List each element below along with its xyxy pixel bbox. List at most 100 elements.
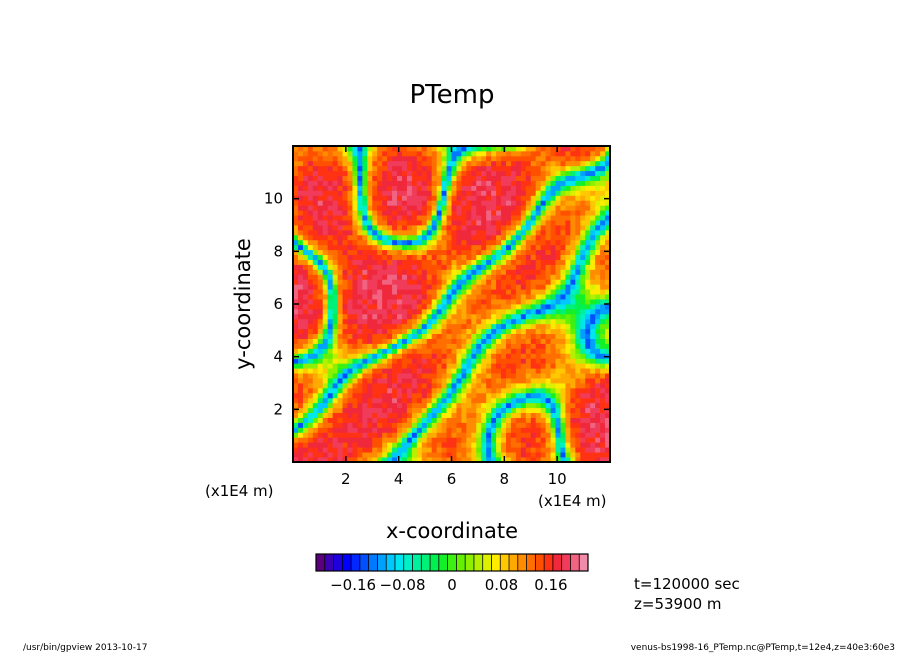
heatmap-cell — [600, 205, 606, 211]
heatmap-cell — [342, 249, 348, 256]
heatmap-cell — [471, 313, 477, 320]
heatmap-cell — [302, 338, 309, 344]
heatmap-cell — [600, 170, 606, 177]
heatmap-cell — [436, 274, 442, 280]
heatmap-cell — [600, 392, 606, 399]
heatmap-cell — [575, 180, 581, 186]
heatmap-cell — [605, 259, 610, 265]
heatmap-cell — [436, 175, 442, 181]
heatmap-cell — [530, 269, 537, 275]
heatmap-cell — [426, 308, 433, 315]
heatmap-cell — [401, 358, 408, 364]
heatmap-cell — [382, 264, 388, 270]
heatmap-cell — [575, 210, 581, 216]
heatmap-cell — [332, 447, 338, 453]
heatmap-cell — [337, 387, 343, 394]
heatmap-cell — [421, 180, 428, 186]
heatmap-cell — [565, 318, 571, 325]
heatmap-cell — [352, 274, 358, 280]
heatmap-cell — [605, 308, 610, 315]
heatmap-cell — [392, 155, 398, 162]
heatmap-cell — [377, 407, 383, 414]
heatmap-cell — [535, 269, 542, 275]
heatmap-cell — [560, 363, 566, 369]
heatmap-cell — [570, 422, 576, 428]
heatmap-cell — [431, 412, 438, 418]
heatmap-cell — [426, 304, 433, 310]
heatmap-cell — [322, 239, 329, 246]
heatmap-cell — [456, 284, 462, 290]
heatmap-cell — [392, 195, 398, 201]
heatmap-cell — [491, 378, 497, 384]
heatmap-cell — [392, 348, 398, 354]
heatmap-cell — [560, 328, 566, 335]
heatmap-cell — [501, 259, 507, 265]
heatmap-cell — [545, 294, 551, 300]
heatmap-cell — [392, 328, 398, 335]
heatmap-cell — [446, 328, 452, 335]
heatmap-cell — [392, 234, 398, 241]
heatmap-cell — [570, 244, 576, 251]
heatmap-cell — [550, 397, 556, 404]
heatmap-cell — [426, 427, 433, 433]
heatmap-cell — [570, 353, 576, 359]
heatmap-cell — [605, 457, 610, 462]
heatmap-cell — [491, 274, 497, 280]
heatmap-cell — [585, 328, 591, 335]
heatmap-cell — [382, 402, 388, 409]
heatmap-cell — [456, 407, 462, 414]
heatmap-cell — [525, 205, 532, 211]
heatmap-cell — [302, 215, 309, 221]
heatmap-cell — [317, 249, 324, 256]
heatmap-cell — [327, 146, 334, 152]
heatmap-cell — [382, 378, 388, 384]
heatmap-cell — [352, 239, 358, 246]
heatmap-cell — [491, 363, 497, 369]
heatmap-cell — [575, 378, 581, 384]
heatmap-cell — [436, 304, 442, 310]
heatmap-cell — [461, 210, 467, 216]
heatmap-cell — [337, 264, 343, 270]
heatmap-cell — [347, 299, 353, 305]
heatmap-cell — [585, 343, 591, 349]
heatmap-cell — [392, 378, 398, 384]
heatmap-cell — [515, 155, 522, 162]
heatmap-cell — [525, 200, 532, 206]
heatmap-cell — [575, 239, 581, 246]
heatmap-cell — [436, 457, 442, 462]
heatmap-cell — [401, 249, 408, 256]
heatmap-cell — [352, 328, 358, 335]
heatmap-cell — [550, 412, 556, 418]
heatmap-cell — [327, 249, 334, 256]
heatmap-cell — [401, 447, 408, 453]
heatmap-cell — [327, 155, 334, 162]
heatmap-cell — [466, 407, 472, 414]
heatmap-cell — [297, 259, 304, 265]
heatmap-cell — [293, 397, 299, 404]
heatmap-cell — [397, 195, 403, 201]
heatmap-cell — [535, 146, 542, 152]
heatmap-cell — [307, 249, 314, 256]
heatmap-cell — [575, 146, 581, 152]
heatmap-cell — [481, 447, 487, 453]
heatmap-cell — [347, 259, 353, 265]
heatmap-cell — [436, 333, 442, 339]
heatmap-cell — [580, 318, 586, 325]
heatmap-cell — [555, 234, 561, 241]
heatmap-cell — [486, 170, 492, 177]
heatmap-cell — [535, 343, 542, 349]
heatmap-cell — [575, 215, 581, 221]
heatmap-cell — [486, 244, 492, 251]
heatmap-cell — [505, 244, 512, 251]
heatmap-cell — [565, 259, 571, 265]
heatmap-cell — [605, 432, 610, 438]
heatmap-cell — [456, 170, 462, 177]
heatmap-cell — [411, 447, 418, 453]
heatmap-cell — [426, 259, 433, 265]
heatmap-cell — [515, 338, 522, 344]
heatmap-cell — [530, 308, 537, 315]
heatmap-cell — [590, 225, 596, 231]
heatmap-cell — [515, 239, 522, 246]
heatmap-cell — [307, 200, 314, 206]
heatmap-cell — [560, 229, 566, 236]
